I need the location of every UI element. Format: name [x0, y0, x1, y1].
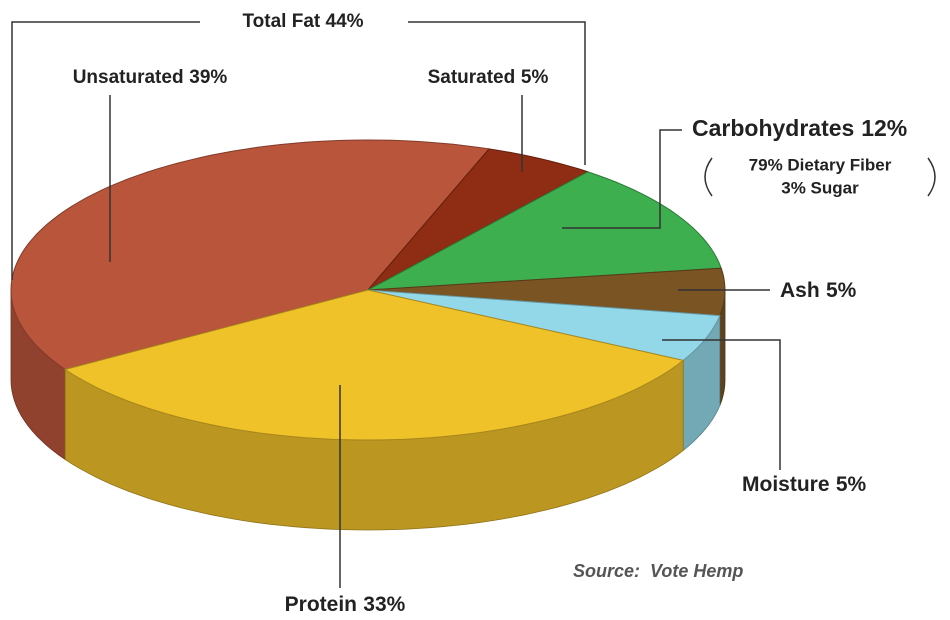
category-label: Unsaturated: [73, 67, 184, 88]
value-label: 5%: [836, 473, 867, 496]
bracket-line: [11, 21, 200, 280]
slice: [367, 267, 726, 317]
value-label: 5%: [521, 67, 549, 88]
slice-label: Moisture 5%: [742, 473, 866, 496]
slice-label: Saturated 5%: [428, 67, 549, 88]
value-label: 5%: [826, 279, 857, 302]
slice: [367, 171, 722, 291]
leader-lines: [11, 21, 781, 588]
leader-line: [662, 339, 781, 470]
slice-label: Unsaturated 39%: [73, 67, 228, 88]
slice: [367, 289, 721, 361]
labels: Unsaturated 39% Saturated 5%Carbohydrates 12…: [73, 67, 908, 616]
leader-line: [562, 129, 682, 229]
source: Source: Vote Hemp: [573, 561, 743, 581]
bracket: [704, 157, 713, 197]
slice-label: Carbohydrates 12%: [692, 115, 907, 141]
slice: [10, 139, 490, 371]
annotation: 3% Sugar: [781, 178, 859, 197]
slice: [63, 289, 685, 441]
annotation: Total Fat 44%: [242, 11, 363, 32]
slice-label: Protein 33%: [285, 593, 406, 616]
bracket: [927, 157, 936, 197]
slice-label: Ash 5%: [780, 279, 857, 302]
bracket-line: [408, 21, 586, 165]
category-label: Protein: [285, 593, 357, 616]
value-label: 39%: [189, 67, 227, 88]
category-label: Ash: [780, 279, 820, 302]
value-label: 33%: [363, 593, 405, 616]
annotation: 79% Dietary Fiber: [749, 155, 892, 174]
category-label: Saturated: [428, 67, 516, 88]
slice: [367, 148, 590, 291]
pie: [10, 139, 726, 531]
value-label: 12%: [861, 115, 907, 141]
category-label: Carbohydrates: [692, 115, 854, 141]
category-label: Moisture: [742, 473, 830, 496]
